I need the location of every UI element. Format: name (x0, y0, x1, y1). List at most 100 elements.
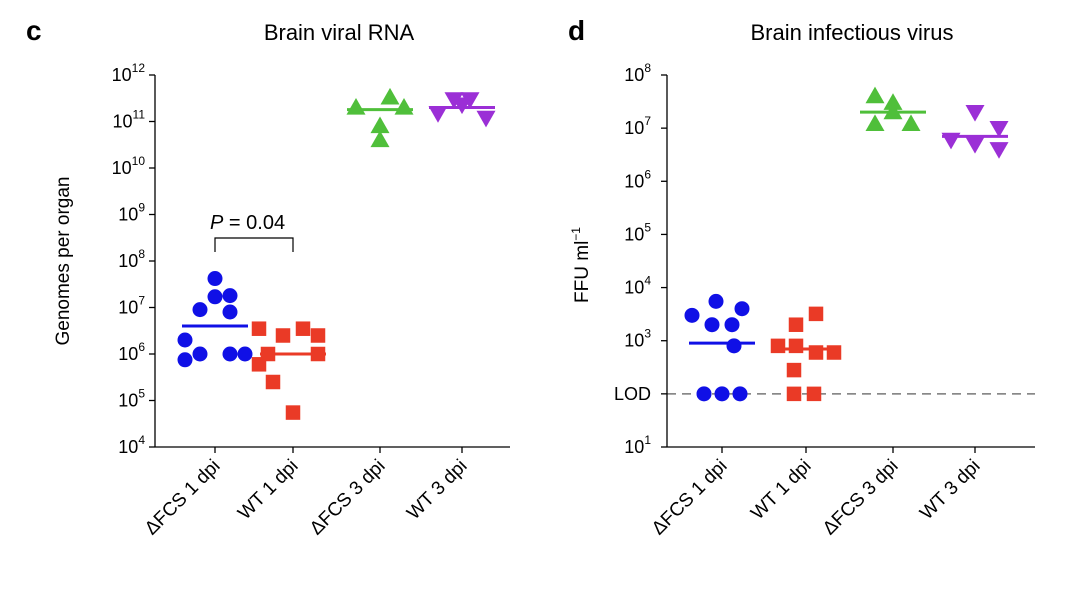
data-point (696, 386, 712, 402)
y-tick-exponent: 3 (644, 327, 651, 341)
data-points-c (177, 87, 496, 420)
y-tick-exponent: 7 (138, 294, 145, 308)
data-point (901, 114, 921, 132)
data-point (865, 86, 885, 104)
data-point (394, 98, 414, 115)
y-tick-label: 107 (118, 294, 145, 318)
y-tick-base: 10 (624, 118, 644, 138)
y-tick-base: 10 (112, 65, 132, 85)
data-point (788, 338, 804, 354)
data-point (806, 386, 822, 402)
y-tick-base: 10 (624, 278, 644, 298)
series-wt-3-dpi (941, 105, 1009, 159)
data-point (989, 142, 1009, 159)
data-point (346, 98, 366, 115)
data-point (237, 346, 253, 362)
data-point (192, 346, 208, 362)
data-point (704, 317, 720, 333)
y-tick-label: 108 (118, 247, 145, 271)
y-tick-base: 10 (118, 391, 138, 411)
data-point (222, 288, 238, 304)
data-point (965, 105, 985, 122)
x-axis-categories-d: ΔFCS 1 dpi WT 1 dpi ΔFCS 3 dpi WT 3 dpi (648, 447, 985, 539)
data-point (310, 328, 326, 343)
x-axis-categories-c: ΔFCS 1 dpi WT 1 dpi ΔFCS 3 dpi WT 3 dpi (141, 447, 472, 539)
p-value-text: = 0.04 (223, 212, 285, 234)
data-point (275, 328, 291, 343)
y-tick-label: 106 (118, 340, 145, 364)
y-tick-label: 104 (624, 274, 651, 298)
y-tick-base: 10 (624, 437, 644, 457)
data-point (965, 137, 985, 154)
data-point (714, 386, 730, 402)
significance-bracket (214, 237, 294, 252)
x-category-label-delta-fcs-1-dpi: ΔFCS 1 dpi (141, 456, 225, 540)
y-tick-label: 105 (624, 220, 651, 244)
data-point (732, 386, 748, 402)
y-tick-exponent: 12 (132, 61, 146, 75)
data-point (310, 346, 326, 362)
data-point (444, 92, 464, 109)
x-category-label-wt-1-dpi: WT 1 dpi (234, 456, 302, 524)
y-tick-exponent: 10 (132, 154, 146, 168)
panel-c-brain-viral-rna: c Brain viral RNA Genomes per organ 1041… (26, 15, 510, 539)
data-point (207, 271, 223, 287)
y-tick-exponent: 11 (133, 108, 146, 122)
data-point (177, 352, 193, 368)
data-point (380, 87, 400, 105)
p-symbol: P (210, 212, 224, 234)
data-point (684, 307, 700, 323)
y-tick-exponent: 7 (644, 114, 651, 128)
y-tick-exponent: 4 (138, 433, 145, 447)
data-point (726, 338, 742, 354)
series-wt-1-dpi (251, 321, 326, 420)
data-point (883, 93, 903, 110)
y-axis-label-c: Genomes per organ (53, 177, 74, 346)
y-tick-base: 10 (118, 437, 138, 457)
y-tick-base: 10 (113, 112, 133, 132)
x-category-label-wt-3-dpi: WT 3 dpi (403, 456, 471, 524)
data-point (826, 345, 842, 360)
data-point (989, 121, 1009, 138)
data-point (192, 302, 208, 318)
y-tick-base: 10 (624, 331, 644, 351)
data-point (460, 92, 480, 109)
data-point (370, 116, 390, 134)
series-delta-fcs-1-dpi (177, 271, 253, 368)
y-tick-base: 10 (118, 344, 138, 364)
data-point (788, 317, 804, 332)
panel-letter-d: d (568, 15, 585, 46)
y-tick-exponent: 9 (138, 201, 145, 215)
y-tick-label: 109 (118, 201, 145, 225)
data-point (808, 345, 824, 360)
series-wt-3-dpi (428, 92, 496, 128)
data-point (251, 357, 267, 372)
p-value-label: P = 0.04 (210, 212, 285, 234)
data-point (708, 293, 724, 309)
chart-title-d: Brain infectious virus (751, 20, 954, 45)
y-tick-exponent: 6 (138, 340, 145, 354)
y-tick-exponent: 6 (644, 167, 651, 181)
y-tick-base: 10 (624, 65, 644, 85)
data-point (786, 386, 802, 402)
data-point (177, 332, 193, 348)
y-axis-label-d: FFU ml−1 (569, 227, 593, 303)
data-point (865, 114, 885, 132)
data-point (770, 338, 786, 354)
significance-annotation: P = 0.04 (210, 212, 294, 252)
x-category-label-delta-fcs-1-dpi: ΔFCS 1 dpi (648, 456, 732, 540)
y-axis-label-sup-d: −1 (569, 227, 583, 241)
data-point (428, 106, 448, 123)
y-tick-exponent: 5 (138, 387, 145, 401)
data-point (370, 130, 390, 148)
data-point (808, 306, 824, 322)
y-tick-label: 106 (624, 167, 651, 191)
y-tick-base: 10 (112, 158, 132, 178)
y-tick-exponent: 1 (644, 433, 651, 447)
series-delta-fcs-3-dpi (346, 87, 414, 148)
series-delta-fcs-3-dpi (860, 86, 926, 132)
y-tick-label: 101 (624, 433, 651, 457)
y-tick-base: 10 (624, 224, 644, 244)
data-point (734, 301, 750, 317)
